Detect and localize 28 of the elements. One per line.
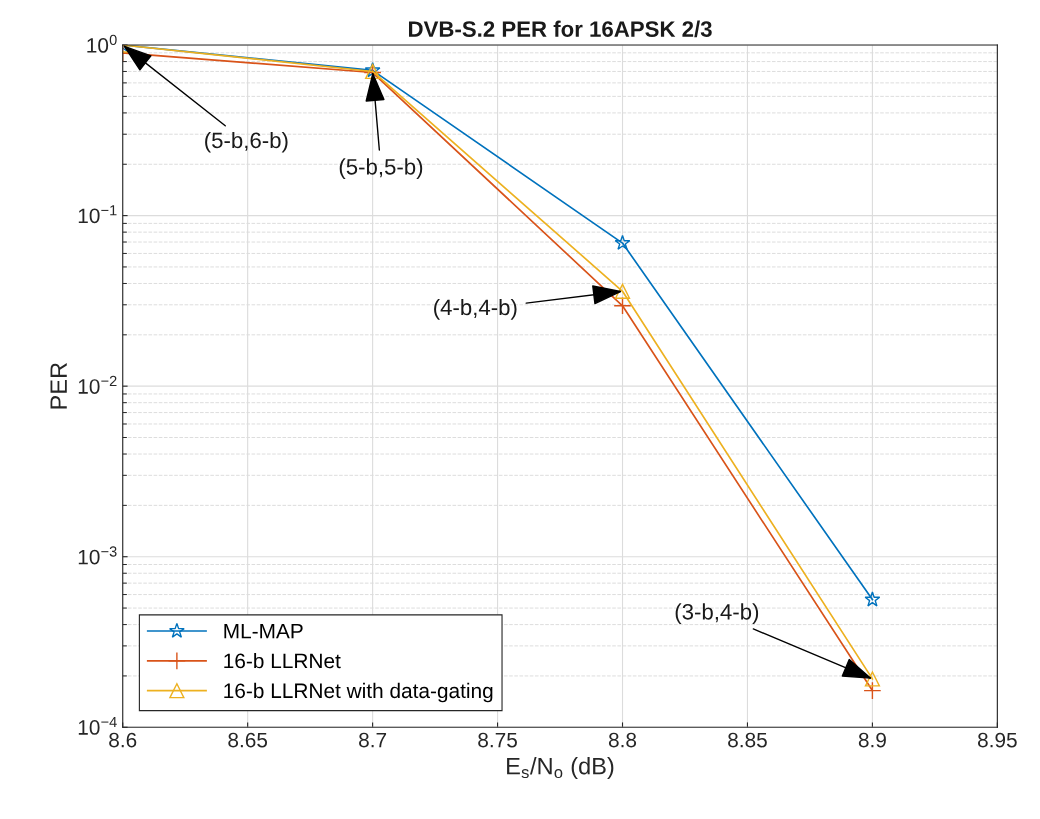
point [863, 681, 882, 700]
point [864, 591, 881, 607]
x-axis-title: E$_{s}$/N$_{o}$ (dB) [507, 757, 614, 780]
y-tick-label: 10$^{−3}$ [78, 546, 117, 565]
y-axis-title: PER [50, 362, 67, 409]
annotation: (5-b,5-b) [339, 158, 423, 180]
chart-title: DVB-S.2 PER for 16APSK 2/3 [409, 20, 712, 38]
annotation: (3-b,4-b) [675, 603, 759, 625]
x-tick-label: 8.7 [359, 732, 387, 748]
point [614, 234, 631, 250]
y-tick-label: 10$^{−2}$ [78, 375, 117, 394]
x-tick-label: 8.8 [608, 732, 637, 748]
y-tick-label: 10$^{0}$ [87, 34, 117, 53]
legend-label: 16-b LLRNet with data-gating [224, 682, 493, 703]
x-tick-label: 8.9 [858, 732, 886, 748]
point [613, 296, 632, 315]
y-tick-label: 10$^{−1}$ [78, 205, 117, 224]
x-tick-label: 8.65 [228, 732, 268, 748]
x-tick-label: 8.6 [109, 732, 137, 748]
point [864, 671, 881, 687]
x-tick-label: 8.95 [977, 732, 1017, 748]
point [614, 283, 631, 299]
annotation: (5-b,6-b) [205, 131, 288, 153]
x-tick-label: 8.75 [478, 732, 517, 748]
legend-label: ML-MAP [224, 623, 303, 639]
x-tick-label: 8.85 [728, 732, 767, 748]
legend-label: 16-b LLRNet [224, 653, 341, 669]
annotation: (4-b,4-b) [434, 298, 517, 320]
